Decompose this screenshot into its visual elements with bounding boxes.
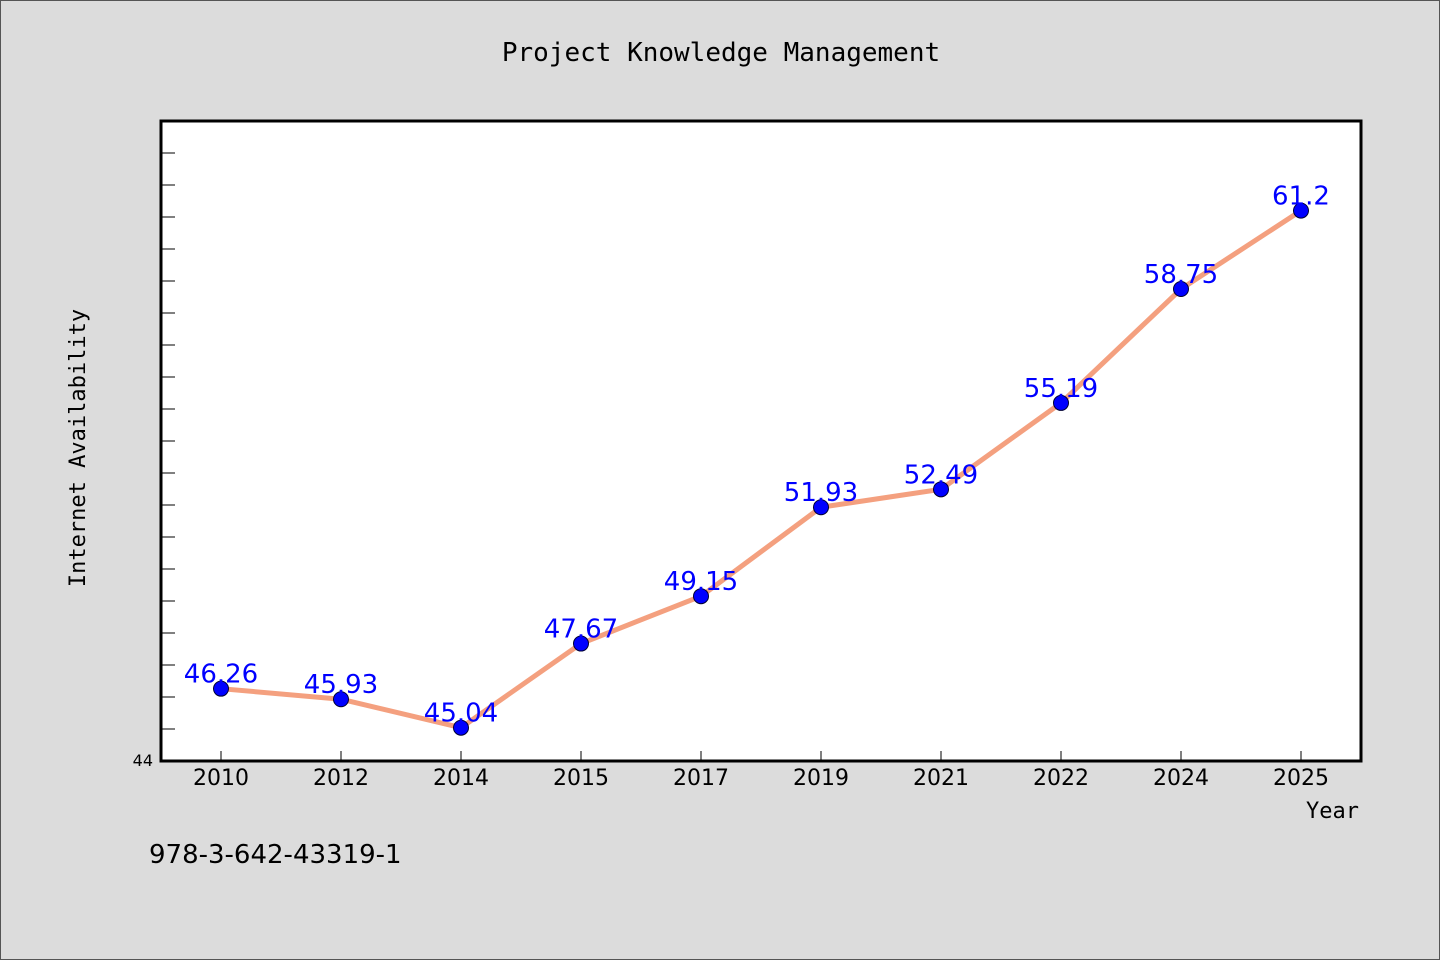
x-tick-label: 2017 (673, 766, 729, 791)
data-point (453, 719, 469, 736)
data-label: 55.19 (1024, 374, 1098, 404)
x-axis-label: Year (1306, 799, 1359, 824)
data-label: 45.93 (304, 670, 378, 700)
data-point (333, 691, 349, 708)
data-point (813, 499, 829, 516)
data-label: 45.04 (424, 699, 498, 729)
data-label: 61.2 (1272, 182, 1330, 212)
y-tick-label: 44 (133, 751, 153, 770)
data-label: 58.75 (1144, 260, 1218, 290)
data-label: 51.93 (784, 478, 858, 508)
x-tick-label: 2012 (313, 766, 369, 791)
data-point (933, 481, 949, 498)
data-point (1053, 394, 1069, 411)
x-tick-label: 2021 (913, 766, 969, 791)
x-tick-label: 2022 (1033, 766, 1089, 791)
data-point (573, 635, 589, 652)
plot-area (161, 121, 1361, 761)
x-tick-label: 2015 (553, 766, 609, 791)
series-line (218, 208, 1304, 731)
x-tick-label: 2010 (193, 766, 249, 791)
data-point (1293, 202, 1309, 219)
plot-frame (159, 119, 1363, 763)
data-label: 47.67 (544, 615, 618, 645)
x-tick-label: 2024 (1153, 766, 1209, 791)
y-axis-ticks: 44 (133, 152, 175, 770)
data-label: 52.49 (904, 460, 978, 490)
y-axis-label: Internet Availability (66, 309, 91, 587)
data-point (213, 680, 229, 697)
data-label: 49.15 (664, 567, 738, 597)
x-tick-label: 2025 (1273, 766, 1329, 791)
data-label: 46.26 (184, 660, 258, 690)
data-labels: 46.26 45.93 45.04 47.67 49.15 51.93 52.49 55.19… (184, 182, 1330, 729)
data-points (213, 202, 1309, 736)
isbn-footer: 978-3-642-43319-1 (149, 840, 402, 870)
x-tick-label: 2014 (433, 766, 489, 791)
x-axis-ticks: 2010 2012 2014 2015 2017 2019 2021 2022 2024 2025 (193, 751, 1329, 791)
data-point (1173, 281, 1189, 297)
chart-title: Project Knowledge Management (502, 38, 940, 68)
data-point (693, 588, 709, 605)
x-tick-label: 2019 (793, 766, 849, 791)
